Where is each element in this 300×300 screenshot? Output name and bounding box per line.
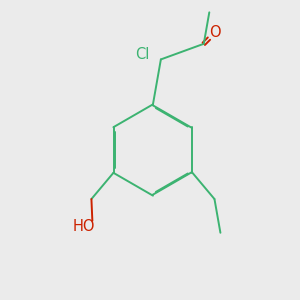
Text: O: O [209, 25, 221, 40]
Text: Cl: Cl [135, 46, 150, 62]
Text: HO: HO [72, 219, 95, 234]
